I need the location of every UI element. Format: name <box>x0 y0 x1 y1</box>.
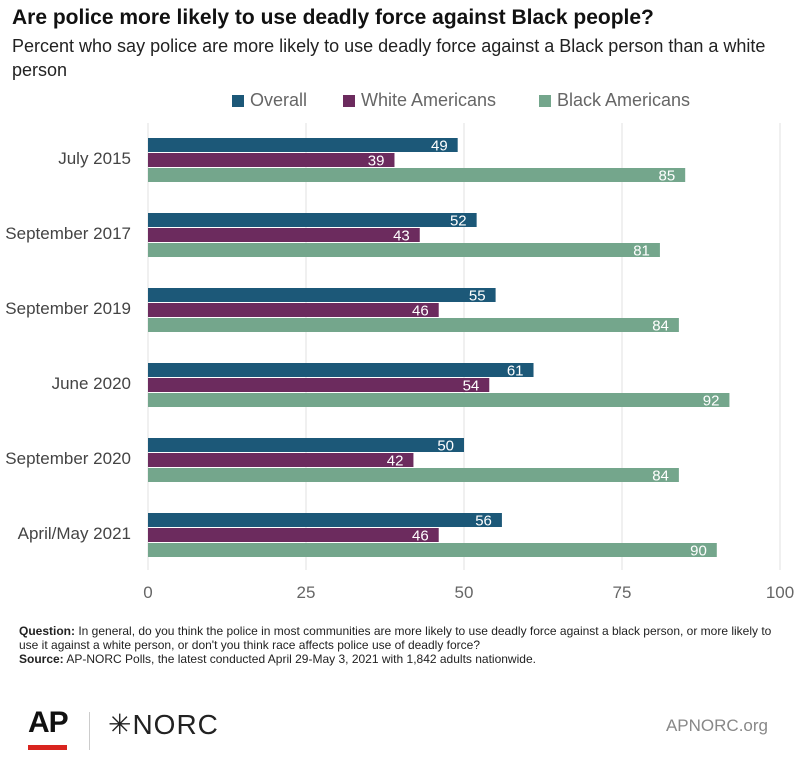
x-tick-label: 50 <box>455 583 474 602</box>
bars: 49 39 85 52 43 81 55 46 84 61 54 92 50 42 84 56 46 90 <box>148 138 730 560</box>
footnote: Question: In general, do you think the p… <box>19 624 789 666</box>
data-label: 54 <box>463 378 480 395</box>
legend-swatch <box>539 94 551 107</box>
data-label: 42 <box>387 453 404 470</box>
data-label: 84 <box>652 318 669 335</box>
data-label: 39 <box>368 153 385 170</box>
bar-chart: 49 39 85 52 43 81 55 46 84 61 54 92 50 42 84 56 46 90 Jul… <box>5 123 794 602</box>
data-label: 90 <box>690 543 707 560</box>
bar <box>148 378 490 392</box>
chart-subtitle: Percent who say police are more likely t… <box>12 36 766 80</box>
legend-item: White Americans <box>343 90 496 111</box>
bar <box>148 543 717 557</box>
legend-label: Overall <box>250 90 308 110</box>
data-label: 81 <box>633 243 650 260</box>
legend-swatch <box>343 94 355 107</box>
source-text: AP-NORC Polls, the latest conducted Apri… <box>66 652 536 666</box>
data-label: 61 <box>507 363 524 380</box>
category-label: September 2017 <box>5 224 131 243</box>
norc-logo: ✳NORC <box>108 709 219 740</box>
data-label: 85 <box>659 168 676 185</box>
category-label: September 2020 <box>5 449 131 468</box>
bar <box>148 138 458 152</box>
bar <box>148 288 496 302</box>
legend-label: Black Americans <box>557 90 691 110</box>
data-label: 92 <box>703 393 720 410</box>
data-label: 52 <box>450 213 467 230</box>
bar <box>148 513 502 527</box>
category-label: September 2019 <box>5 299 131 318</box>
legend-item: Overall <box>232 90 307 111</box>
x-tick-label: 75 <box>613 583 632 602</box>
category-labels: July 2015 September 2017 September 2019 Jun… <box>5 149 131 543</box>
bar <box>148 153 395 167</box>
data-label: 49 <box>431 138 448 155</box>
x-tick-labels: 0 25 50 75 100 <box>143 583 794 602</box>
category-label: June 2020 <box>52 374 131 393</box>
bar <box>148 243 660 257</box>
legend-swatch <box>232 94 244 107</box>
x-tick-label: 100 <box>766 583 794 602</box>
legend-item: Black Americans <box>539 90 690 111</box>
question-text: In general, do you think the police in m… <box>19 624 772 652</box>
category-label: July 2015 <box>58 149 131 168</box>
bar <box>148 318 679 332</box>
ap-logo: AP <box>28 706 69 739</box>
question-label: Question: <box>19 624 75 638</box>
data-label: 46 <box>412 528 429 545</box>
data-label: 55 <box>469 288 486 305</box>
data-label: 46 <box>412 303 429 320</box>
bar <box>148 363 534 377</box>
ap-logo-underline <box>28 745 67 750</box>
source-label: Source: <box>19 652 64 666</box>
bar <box>148 393 730 407</box>
bar <box>148 213 477 227</box>
bar <box>148 468 679 482</box>
bar <box>148 528 439 542</box>
gridlines <box>147 123 781 570</box>
bar <box>148 303 439 317</box>
bar <box>148 228 420 242</box>
footer-url: APNORC.org <box>665 716 768 735</box>
category-label: April/May 2021 <box>18 524 131 543</box>
x-tick-label: 25 <box>297 583 316 602</box>
data-label: 84 <box>652 468 669 485</box>
bar <box>148 168 686 182</box>
chart-title: Are police more likely to use deadly for… <box>12 6 654 29</box>
bar <box>148 453 414 467</box>
x-tick-label: 0 <box>143 583 152 602</box>
footer-divider <box>89 712 90 750</box>
legend: Overall White Americans Black Americans <box>0 90 806 114</box>
data-label: 50 <box>437 438 454 455</box>
bar <box>148 438 464 452</box>
legend-label: White Americans <box>361 90 497 110</box>
data-label: 43 <box>393 228 410 245</box>
data-label: 56 <box>475 513 492 530</box>
